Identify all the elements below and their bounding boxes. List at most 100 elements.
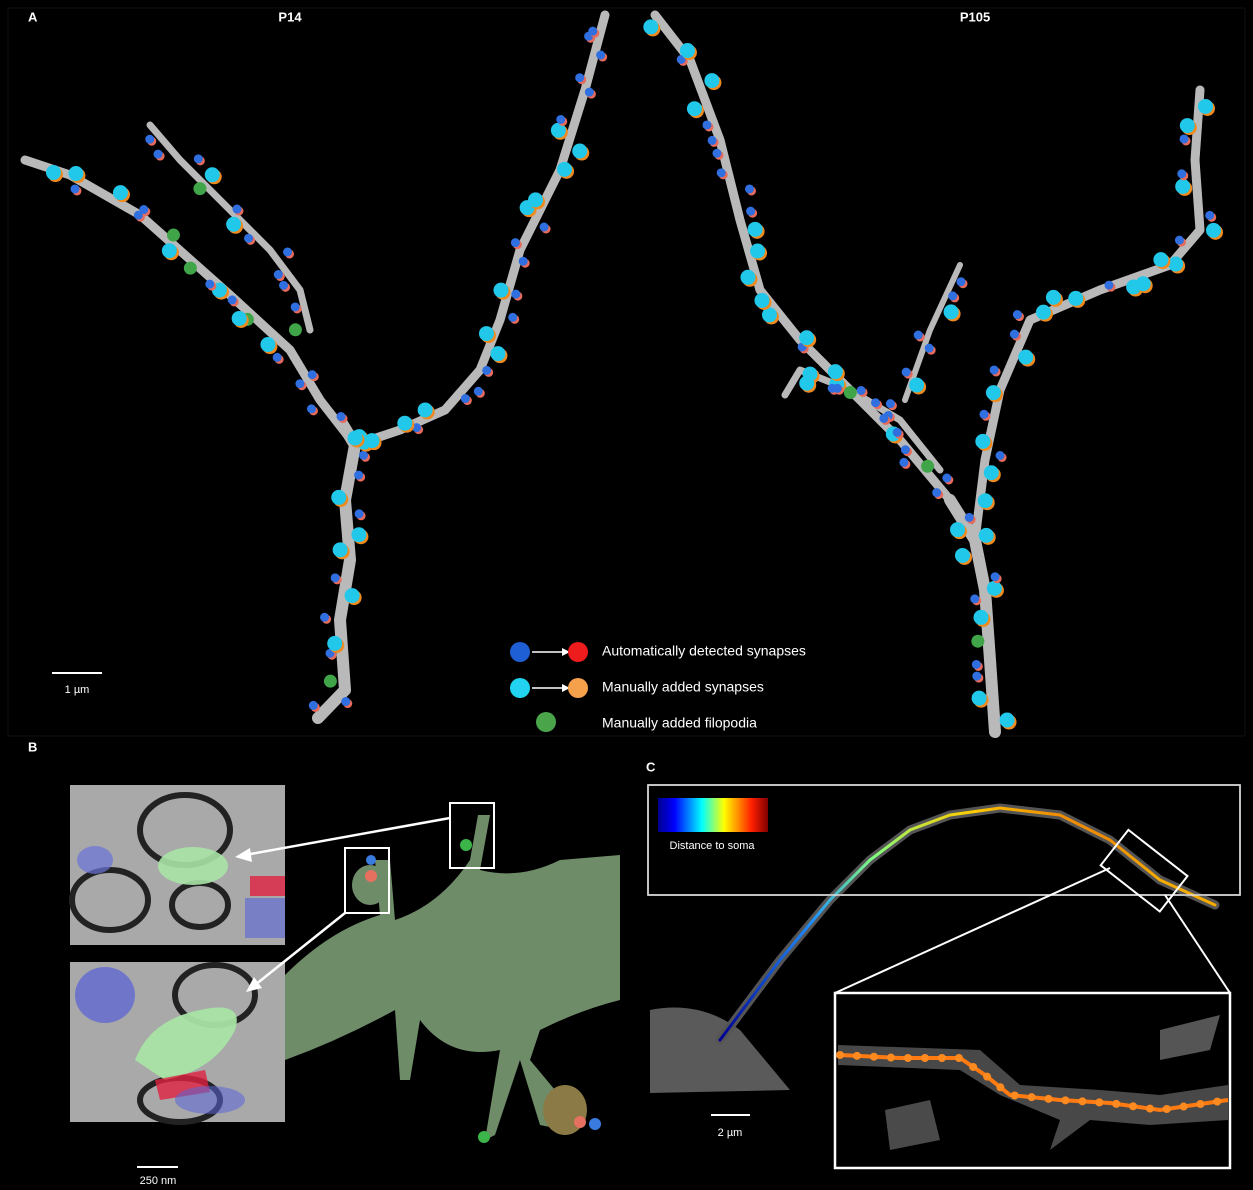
synapse-marker — [327, 636, 342, 651]
synapse-marker — [948, 291, 957, 300]
synapse-marker — [1205, 211, 1214, 220]
synapse-marker — [979, 410, 988, 419]
synapse-marker — [205, 280, 214, 289]
synapse-marker — [589, 1118, 601, 1130]
colorbar — [658, 798, 768, 832]
trace-node — [1163, 1105, 1171, 1113]
trace-node — [1146, 1105, 1154, 1113]
synapse-marker — [1036, 305, 1051, 320]
synapse-marker — [974, 610, 989, 625]
synapse-marker — [984, 465, 999, 480]
scale-bar-label: 250 nm — [140, 1175, 177, 1187]
synapse-marker — [205, 167, 220, 182]
panel-a-frame — [8, 8, 1245, 736]
synapse-marker — [1068, 291, 1083, 306]
em-overlay — [75, 967, 135, 1023]
synapse-marker — [996, 451, 1005, 460]
synapse-marker — [260, 337, 275, 352]
synapse-marker — [799, 376, 814, 391]
synapse-marker — [754, 293, 769, 308]
synapse-marker — [1175, 179, 1190, 194]
synapse-marker — [351, 527, 366, 542]
em-overlay — [250, 876, 285, 896]
synapse-marker — [309, 701, 318, 710]
synapse-marker — [1013, 310, 1022, 319]
synapse-marker — [273, 353, 282, 362]
synapse-marker — [1175, 236, 1184, 245]
synapse-marker — [333, 542, 348, 557]
synapse-marker — [519, 257, 528, 266]
legend-label: Manually added synapses — [602, 679, 764, 695]
filopodium-marker — [193, 182, 206, 195]
synapse-marker — [482, 366, 491, 375]
synapse-marker — [70, 184, 79, 193]
synapse-marker — [1018, 350, 1033, 365]
synapse-marker — [1180, 118, 1195, 133]
synapse-marker — [274, 270, 283, 279]
synapse-marker — [1180, 134, 1189, 143]
synapse-marker — [540, 222, 549, 231]
synapse-marker — [748, 222, 763, 237]
synapse-marker — [226, 217, 241, 232]
filopodium-marker — [478, 1131, 490, 1143]
synapse-marker — [942, 473, 951, 482]
synapse-marker — [345, 588, 360, 603]
synapse-marker — [365, 433, 380, 448]
synapse-marker — [972, 672, 981, 681]
synapse-marker — [987, 581, 1002, 596]
trace-node — [1011, 1091, 1019, 1099]
synapse-marker — [1168, 257, 1183, 272]
synapse-marker — [901, 445, 910, 454]
synapse-marker — [970, 594, 979, 603]
synapse-marker — [320, 613, 329, 622]
panel-title: P14 — [278, 9, 302, 24]
colorbar-label: Distance to soma — [670, 840, 756, 852]
synapse-marker — [1206, 223, 1221, 238]
synapse-marker — [1046, 290, 1061, 305]
trace-node — [1180, 1103, 1188, 1111]
synapse-marker — [588, 27, 597, 36]
scale-bar-label: 1 µm — [65, 684, 90, 696]
synapse-marker — [740, 270, 755, 285]
synapse-marker — [511, 290, 520, 299]
synapse-marker — [331, 573, 340, 582]
synapse-marker — [886, 399, 895, 408]
synapse-marker — [704, 73, 719, 88]
synapse-marker — [712, 149, 721, 158]
synapse-marker — [575, 73, 584, 82]
synapse-marker — [337, 412, 346, 421]
synapse-marker — [341, 697, 350, 706]
filopodium-marker — [289, 323, 302, 336]
synapse-marker — [528, 192, 543, 207]
synapse-marker — [348, 431, 363, 446]
synapse-marker — [490, 346, 505, 361]
synapse-marker — [461, 394, 470, 403]
trace-node — [904, 1054, 912, 1062]
trace-node — [969, 1063, 977, 1071]
trace-node — [1213, 1098, 1221, 1106]
synapse-marker — [162, 243, 177, 258]
synapse-marker — [745, 184, 754, 193]
filopodium-marker — [184, 262, 197, 275]
synapse-marker — [365, 870, 377, 882]
filopodium-marker — [921, 460, 934, 473]
synapse-marker — [986, 385, 1001, 400]
synapse-marker — [355, 509, 364, 518]
figure: A P14 P105 1 µm Automatically detected s… — [0, 0, 1253, 1190]
synapse-marker — [418, 402, 433, 417]
filopodium-marker — [460, 839, 472, 851]
em-overlay — [77, 846, 113, 874]
legend-marker — [568, 642, 588, 662]
synapse-marker — [359, 451, 368, 460]
synapse-marker — [932, 488, 941, 497]
legend-marker — [536, 712, 556, 732]
trace-node — [1028, 1093, 1036, 1101]
synapse-marker — [572, 144, 587, 159]
synapse-marker — [291, 302, 300, 311]
synapse-marker — [68, 166, 83, 181]
synapse-marker — [508, 313, 517, 322]
synapse-marker — [1198, 99, 1213, 114]
synapse-marker — [944, 304, 959, 319]
synapse-marker — [228, 295, 237, 304]
panel-label: A — [28, 9, 38, 24]
